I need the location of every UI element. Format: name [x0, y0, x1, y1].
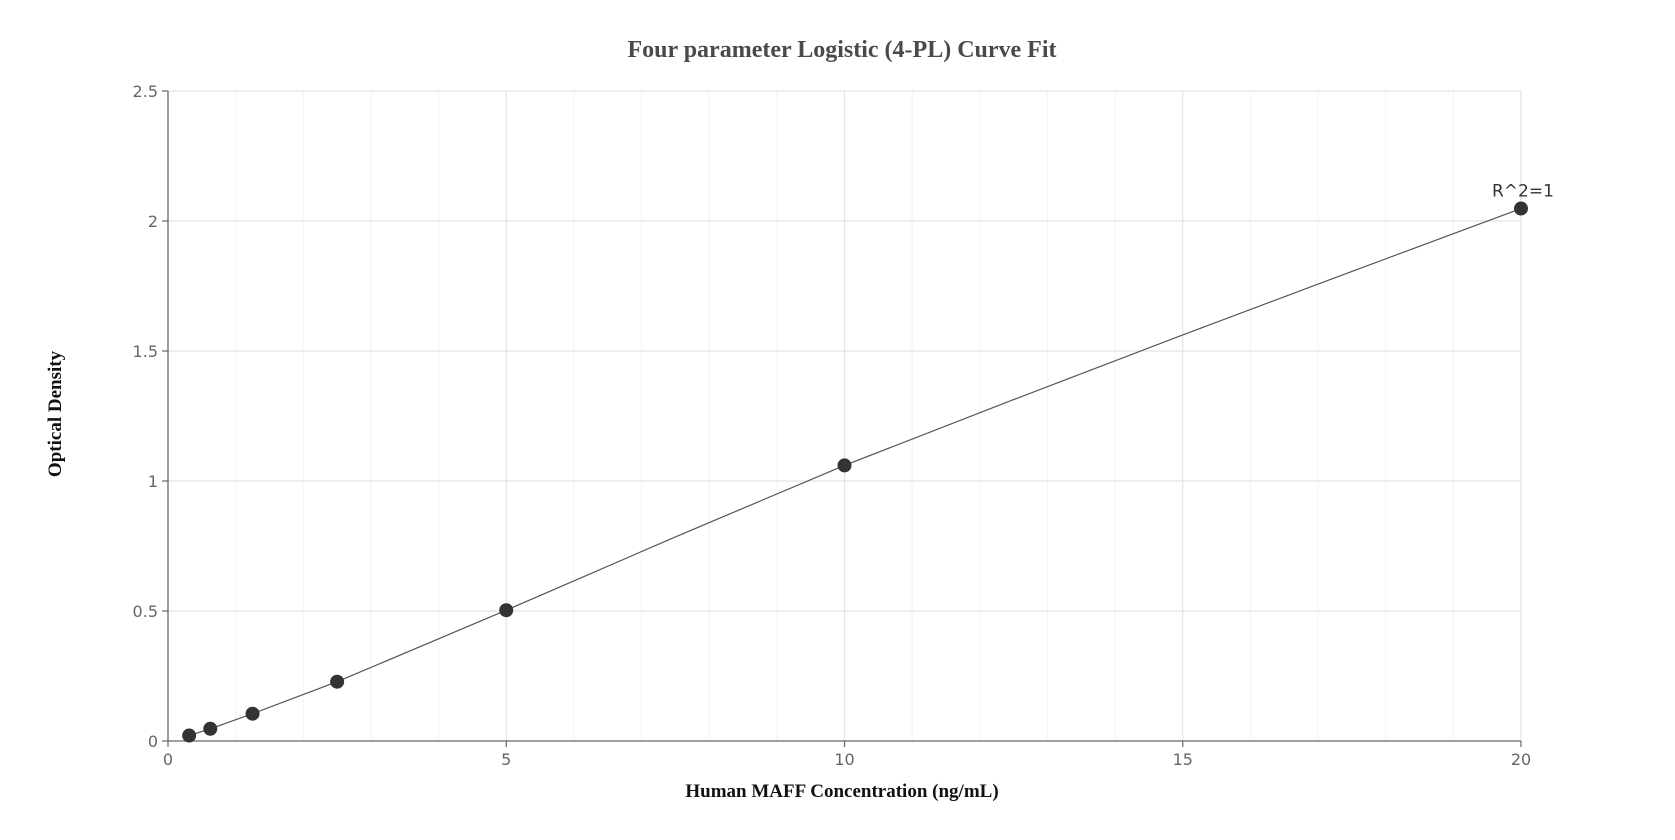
y-tick-label: 0	[148, 732, 158, 751]
data-point	[245, 706, 260, 721]
grid	[168, 90, 1522, 741]
x-tick-label: 0	[163, 750, 173, 769]
y-tick-label: 1.5	[133, 342, 158, 361]
y-tick-label: 2.5	[133, 82, 158, 101]
data-point	[837, 458, 852, 473]
x-tick-label: 10	[834, 750, 854, 769]
y-tick-label: 2	[148, 212, 158, 231]
x-tick-label: 5	[501, 750, 511, 769]
tick-labels: 0 5 10 15 20 0 0.5 1 1.5 2 2.5 R^2=1	[133, 82, 1554, 769]
data-point	[1514, 201, 1528, 216]
fit-curve-line	[188, 207, 1522, 737]
x-tick-label: 20	[1511, 750, 1531, 769]
axes	[162, 90, 1522, 747]
data-point	[203, 721, 218, 736]
data-points	[182, 201, 1528, 743]
r-squared-annotation: R^2=1	[1492, 182, 1554, 202]
y-axis-title: Optical Density	[45, 350, 66, 477]
x-tick-label: 15	[1173, 750, 1193, 769]
data-point	[499, 603, 514, 618]
y-tick-label: 0.5	[133, 602, 158, 621]
y-tick-label: 1	[148, 472, 158, 491]
data-point	[182, 728, 197, 743]
x-axis-title: Human MAFF Concentration (ng/mL)	[685, 781, 998, 802]
data-point	[330, 674, 345, 689]
chart-title: Four parameter Logistic (4-PL) Curve Fit	[627, 37, 1056, 63]
fit-curve-layer	[188, 207, 1522, 737]
